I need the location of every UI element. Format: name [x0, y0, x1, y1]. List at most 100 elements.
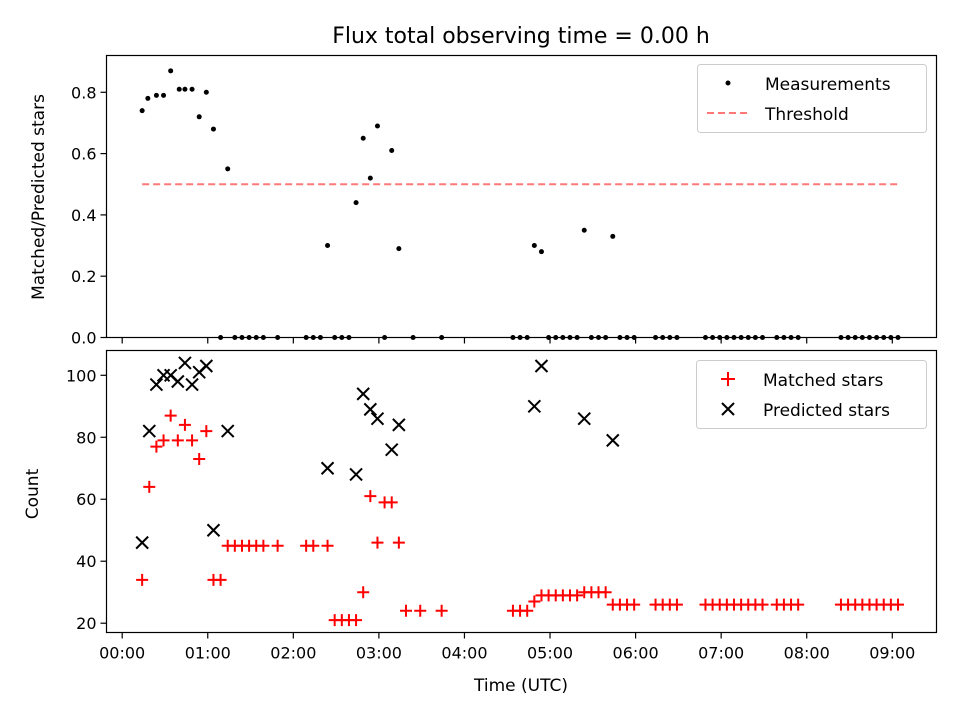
predicted-stars-point [221, 424, 235, 438]
measurement-point [139, 108, 145, 114]
matched-stars-point [178, 418, 191, 431]
measurement-point [610, 233, 616, 239]
top-axes-frame [105, 54, 938, 339]
y-tick-label: 0.6 [71, 145, 96, 164]
y-tick-label: 60 [76, 490, 96, 509]
measurement-point [176, 86, 182, 92]
measurement-point [203, 89, 209, 95]
x-tick-label: 00:00 [99, 644, 145, 663]
matched-stars-point [164, 409, 177, 422]
bottom-x-ticks: 00:00 01:00 02:00 03:00 04:00 05:00 06:00 07:00… [99, 632, 915, 663]
bottom-panel: 20 40 60 80 100 00:00 01:00 02:00 03:00 04:00 05:… [23, 349, 938, 696]
predicted-stars-point [185, 377, 199, 392]
predicted-stars-point [199, 359, 214, 373]
predicted-stars-point [149, 377, 164, 392]
matched-stars-point [321, 539, 334, 552]
measurement-point [182, 86, 188, 92]
x-tick-label: 02:00 [270, 644, 316, 663]
matched-stars-point [214, 573, 227, 586]
top-panel-marks [139, 68, 901, 340]
measurement-point [353, 200, 359, 206]
y-tick-label: 20 [76, 614, 96, 633]
x-tick-label: 03:00 [356, 644, 402, 663]
matched-stars-point [528, 595, 541, 608]
matched-stars-point [200, 425, 213, 438]
measurement-point [161, 92, 167, 98]
matched-stars-point [571, 589, 584, 602]
x-axis-label: Time (UTC) [473, 676, 568, 696]
legend-measurements-marker [725, 80, 731, 86]
top-legend-box [697, 64, 927, 133]
predicted-stars-point [171, 374, 185, 389]
measurement-point [389, 148, 395, 154]
matched-stars-point [891, 598, 904, 611]
legend-predicted-marker [721, 402, 735, 416]
measurement-point [189, 86, 195, 92]
x-tick-label: 07:00 [698, 644, 744, 663]
measurement-point [210, 126, 216, 132]
predicted-stars-point [606, 433, 620, 448]
matched-stars-point [136, 573, 149, 586]
x-tick-label: 08:00 [784, 644, 830, 663]
matched-stars-point [350, 614, 363, 627]
matched-stars-point [143, 480, 156, 493]
top-y-axis-label: Matched/Predicted stars [29, 94, 49, 300]
bottom-y-axis-label: Count [23, 468, 43, 519]
predicted-stars-point [349, 467, 363, 482]
measurement-point [153, 92, 159, 98]
predicted-stars-point [370, 411, 385, 426]
bottom-legend: Matched stars Predicted stars [696, 360, 927, 429]
y-tick-label: 100 [66, 366, 97, 385]
matched-stars-point [599, 586, 612, 599]
legend-matched-label: Matched stars [763, 371, 883, 391]
bottom-panel-marks [135, 356, 904, 627]
matched-stars-point [414, 604, 427, 617]
top-x-ticks [121, 337, 893, 344]
y-tick-label: 0.2 [71, 267, 96, 286]
predicted-stars-point [178, 356, 192, 370]
top-legend: Measurements Threshold [697, 64, 927, 133]
matched-stars-point [257, 539, 270, 552]
y-tick-label: 0.0 [71, 329, 96, 348]
predicted-stars-point [356, 387, 370, 401]
matched-stars-point [150, 440, 163, 453]
legend-matched-marker [721, 372, 735, 386]
measurement-point [145, 95, 151, 101]
matched-stars-point [670, 598, 683, 611]
matched-stars-point [371, 536, 384, 549]
measurement-point [360, 135, 366, 141]
predicted-stars-point [577, 411, 591, 426]
y-tick-label: 0.4 [71, 206, 96, 225]
x-tick-label: 09:00 [869, 644, 915, 663]
x-tick-label: 05:00 [527, 644, 573, 663]
predicted-stars-point [534, 359, 549, 373]
legend-threshold-label: Threshold [764, 105, 849, 125]
matched-stars-point [435, 604, 448, 617]
matched-stars-point [186, 434, 199, 447]
matched-stars-point [385, 496, 398, 509]
predicted-stars-point [206, 523, 221, 537]
matched-stars-point [792, 598, 805, 611]
measurement-point [325, 243, 331, 249]
predicted-stars-point [320, 461, 335, 475]
top-panel: 0.00.20.40.60.8 Matched/Predicted stars … [29, 54, 938, 348]
measurement-point [374, 123, 380, 129]
bottom-y-ticks: 20 40 60 80 100 [66, 366, 107, 633]
bottom-axes-frame [105, 349, 938, 634]
predicted-stars-point [385, 442, 399, 457]
measurement-point [225, 166, 231, 172]
predicted-stars-point [135, 535, 149, 550]
measurement-point [168, 68, 174, 74]
matched-stars-point [399, 604, 412, 617]
measurement-point [581, 227, 587, 233]
predicted-stars-point [363, 402, 378, 417]
matched-stars-point [521, 604, 534, 617]
y-tick-label: 40 [76, 552, 96, 571]
measurement-point [531, 243, 537, 249]
measurement-point [367, 175, 373, 181]
measurement-point [196, 114, 202, 120]
matched-stars-point [157, 434, 170, 447]
matched-stars-point [364, 490, 377, 503]
predicted-stars-point [392, 418, 406, 432]
